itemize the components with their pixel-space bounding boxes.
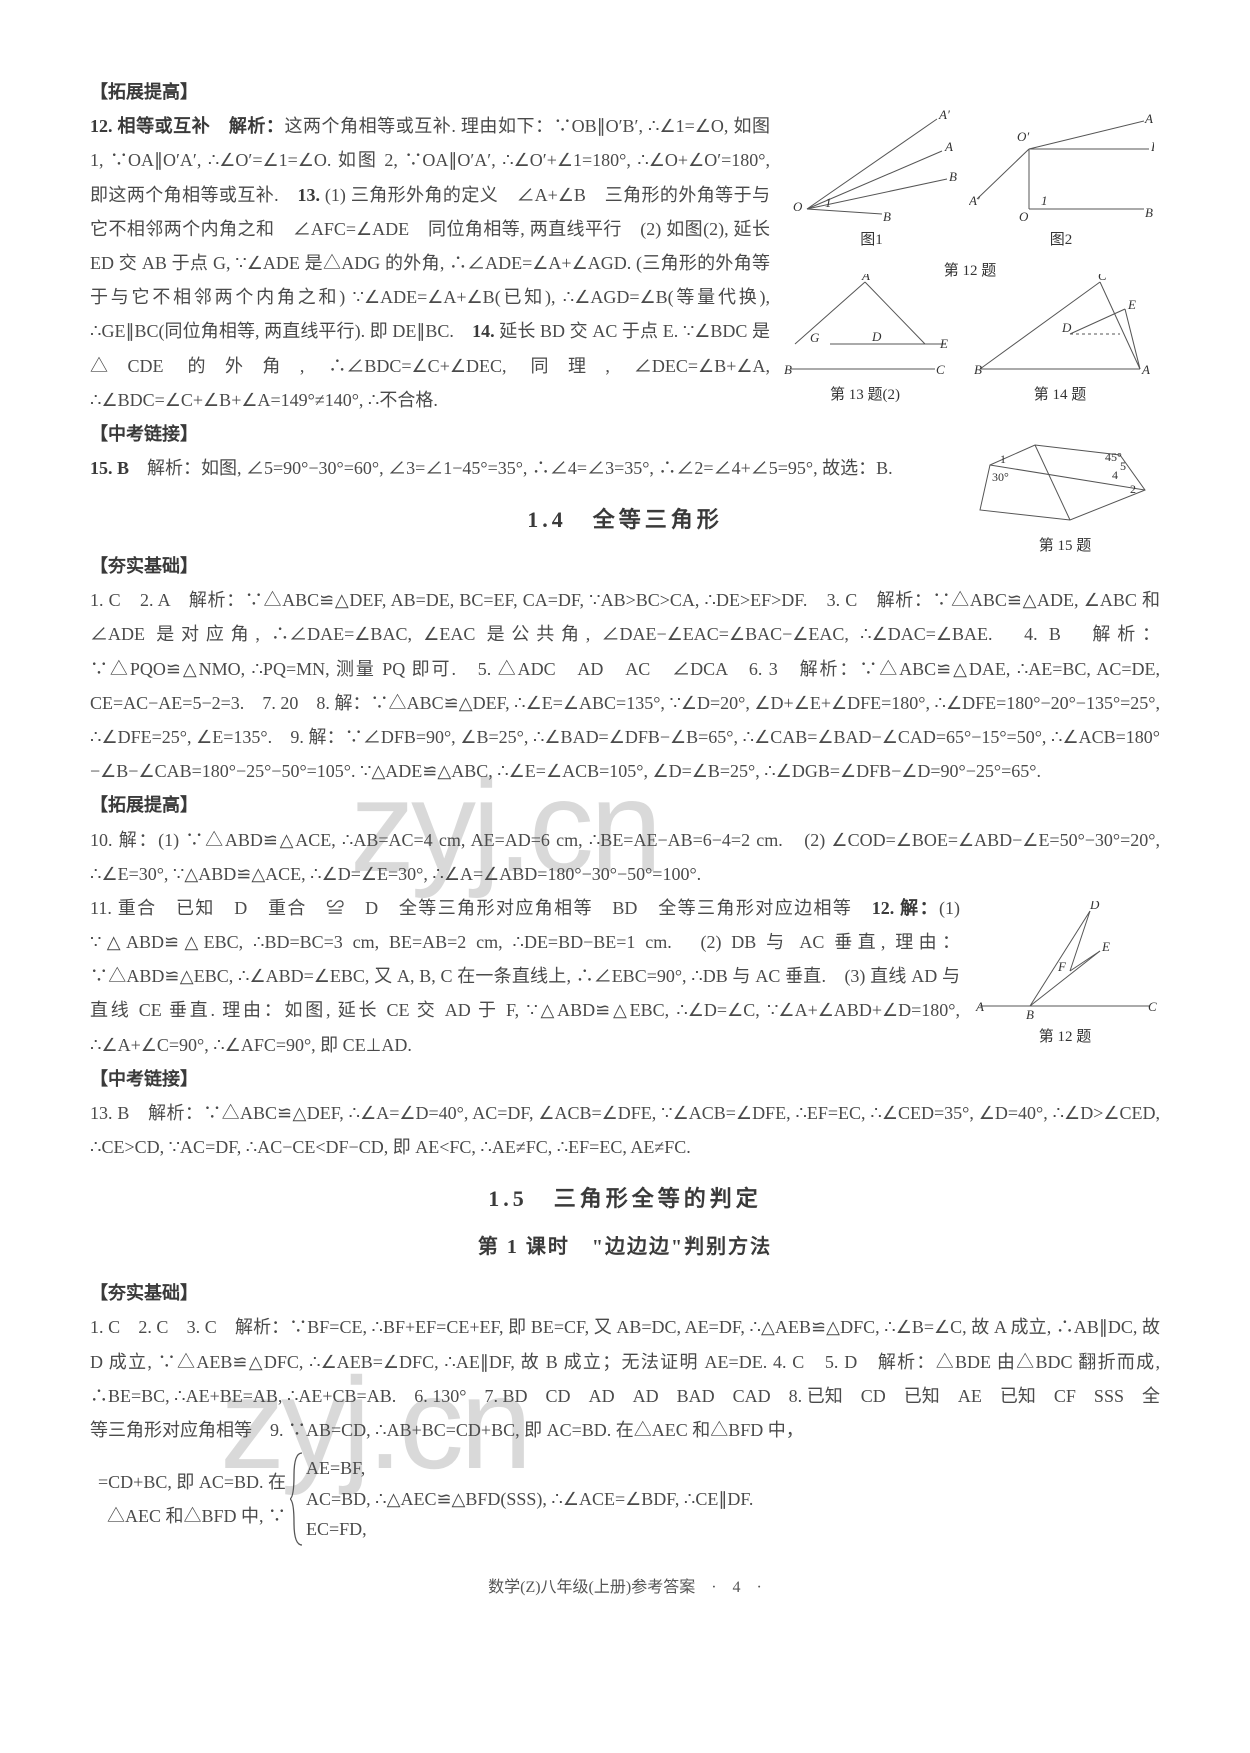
q13-lead: 13. bbox=[298, 185, 325, 205]
sec14-q12-body: (1) ∵△ABD≌△EBC, ∴BD=BC=3 cm, BE=AB=2 cm,… bbox=[90, 898, 960, 1055]
svg-text:4: 4 bbox=[1112, 468, 1118, 482]
brace-content: AE=BF, AC=BD, ∴△AEC≌△BFD(SSS), ∴∠ACE=∠BD… bbox=[306, 1453, 753, 1545]
svg-text:B: B bbox=[883, 209, 891, 224]
svg-text:E: E bbox=[1101, 939, 1110, 954]
sec15-brace-system: =CD+BC, 即 AC=BD. 在△AEC 和△BFD 中, ∵ AE=BF,… bbox=[90, 1451, 1160, 1547]
figure-12-panel-2: A B′ O′ A′ O 1 B 图2 bbox=[969, 109, 1154, 255]
q15-lead: 15. B bbox=[90, 458, 147, 478]
svg-text:A: A bbox=[944, 139, 953, 154]
figure-14: C E D B A 第 14 题 bbox=[970, 274, 1150, 410]
brace-line-1: AE=BF, bbox=[306, 1453, 753, 1484]
brace-left-text: =CD+BC, 即 AC=BD. 在△AEC 和△BFD 中, ∵ bbox=[90, 1465, 290, 1533]
section-subtitle-15: 第 1 课时 "边边边"判别方法 bbox=[90, 1228, 1160, 1266]
svg-text:B: B bbox=[1145, 205, 1153, 220]
svg-text:2: 2 bbox=[1130, 482, 1136, 496]
sec15-block1-row: 1. C 2. C 3. C 解析：∵BF=CE, ∴BF+EF=CE+EF, … bbox=[90, 1310, 1160, 1447]
svg-text:5: 5 bbox=[1120, 459, 1126, 473]
svg-text:A′: A′ bbox=[938, 109, 950, 122]
section-title-15: 1.5 三角形全等的判定 bbox=[90, 1178, 1160, 1220]
q12-q14-row: 12. 相等或互补 解析：这两个角相等或互补. 理由如下：∵OB∥O′B′, ∴… bbox=[90, 109, 1160, 417]
section-header-tuozhan-14: 【拓展提高】 bbox=[90, 788, 1160, 822]
left-brace-icon bbox=[290, 1451, 306, 1547]
sec14-q11: 11. 重合 已知 D 重合 ≌ D 全等三角形对应角相等 BD 全等三角形对应… bbox=[90, 898, 872, 918]
svg-text:B: B bbox=[784, 362, 792, 377]
brace-line-3: EC=FD, bbox=[306, 1514, 753, 1545]
sec14-fig12-caption: 第 12 题 bbox=[970, 1023, 1160, 1052]
svg-text:B: B bbox=[974, 362, 982, 377]
section-header-hangshi-15: 【夯实基础】 bbox=[90, 1276, 1160, 1310]
svg-text:E: E bbox=[939, 336, 948, 351]
svg-text:D: D bbox=[1089, 901, 1100, 912]
figure-12-panel-1: A′ A B′ O 1 B 图1 bbox=[787, 109, 957, 255]
sec14-q11-12-row: 11. 重合 已知 D 重合 ≌ D 全等三角形对应角相等 BD 全等三角形对应… bbox=[90, 891, 1160, 1062]
svg-text:C: C bbox=[1098, 274, 1107, 283]
svg-text:B′: B′ bbox=[1151, 139, 1154, 154]
svg-text:C: C bbox=[936, 362, 945, 377]
svg-text:A: A bbox=[861, 274, 870, 283]
svg-text:A: A bbox=[1144, 111, 1153, 126]
svg-text:E: E bbox=[1127, 297, 1136, 312]
q13-body: (1) 三角形外角的定义 ∠A+∠B 三角形的外角等于与它不相邻两个内角之和 ∠… bbox=[90, 185, 770, 342]
figure-12: A′ A B′ O 1 B 图1 bbox=[780, 109, 1160, 285]
svg-text:B′: B′ bbox=[949, 169, 957, 184]
figure-13: A G D E B C 第 13 题(2) bbox=[780, 274, 950, 410]
fig14-caption: 第 14 题 bbox=[970, 381, 1150, 410]
svg-text:F: F bbox=[1057, 959, 1067, 974]
svg-text:A: A bbox=[975, 999, 984, 1014]
section-header-zhongkao-14: 【中考链接】 bbox=[90, 1062, 1160, 1096]
svg-text:D: D bbox=[1061, 320, 1072, 335]
svg-text:C: C bbox=[1148, 999, 1157, 1014]
svg-text:1: 1 bbox=[825, 195, 832, 210]
fig12-label-1: 图1 bbox=[787, 226, 957, 255]
svg-text:B: B bbox=[1026, 1007, 1034, 1021]
svg-text:A: A bbox=[1141, 362, 1150, 377]
section-header-tuozhan-1: 【拓展提高】 bbox=[90, 75, 1160, 109]
svg-text:A′: A′ bbox=[969, 193, 980, 208]
svg-text:1: 1 bbox=[1041, 193, 1048, 208]
svg-text:O: O bbox=[793, 199, 803, 214]
sec15-block1-text: 1. C 2. C 3. C 解析：∵BF=CE, ∴BF+EF=CE+EF, … bbox=[90, 1310, 1160, 1447]
q14-lead: 14. bbox=[472, 321, 499, 341]
sec14-block1: 1. C 2. A 解析：∵△ABC≌△DEF, AB=DE, BC=EF, C… bbox=[90, 583, 1160, 788]
q15-row: 15. B 解析：如图, ∠5=90°−30°=60°, ∠3=∠1−45°=3… bbox=[90, 451, 1160, 485]
svg-text:1: 1 bbox=[1000, 452, 1006, 466]
sec14-tuozhan-10: 10. 解：(1) ∵△ABD≌△ACE, ∴AB=AC=4 cm, AE=AD… bbox=[90, 823, 1160, 891]
q12-label: 解析： bbox=[229, 116, 285, 136]
brace-line-2: AC=BD, ∴△AEC≌△BFD(SSS), ∴∠ACE=∠BDF, ∴CE∥… bbox=[306, 1484, 753, 1515]
q12-lead: 12. 相等或互补 bbox=[90, 116, 229, 136]
svg-text:O: O bbox=[1019, 209, 1029, 224]
sec14-block1-row: 1. C 2. A 解析：∵△ABC≌△DEF, AB=DE, BC=EF, C… bbox=[90, 583, 1160, 788]
fig15-caption: 第 15 题 bbox=[970, 532, 1160, 561]
sec14-figure-12: D E F A B C 第 12 题 bbox=[970, 901, 1160, 1052]
svg-text:D: D bbox=[871, 329, 882, 344]
figure-15: 1 45° 5 30° 2 4 第 15 题 bbox=[970, 435, 1160, 561]
sec14-zhongkao: 13. B 解析：∵△ABC≌△DEF, ∴∠A=∠D=40°, AC=DF, … bbox=[90, 1096, 1160, 1164]
svg-text:G: G bbox=[810, 330, 820, 345]
fig13-caption: 第 13 题(2) bbox=[780, 381, 950, 410]
figure-13-14: A G D E B C 第 13 题(2) bbox=[780, 274, 1160, 410]
sec14-q12-lead: 12. 解： bbox=[872, 898, 939, 918]
q15-body: 解析：如图, ∠5=90°−30°=60°, ∠3=∠1−45°=35°, ∴∠… bbox=[147, 458, 893, 478]
svg-text:30°: 30° bbox=[992, 470, 1009, 484]
page-footer: 数学(Z)八年级(上册)参考答案 · 4 · bbox=[90, 1573, 1160, 1603]
fig12-label-2: 图2 bbox=[969, 226, 1154, 255]
svg-text:O′: O′ bbox=[1017, 129, 1029, 144]
